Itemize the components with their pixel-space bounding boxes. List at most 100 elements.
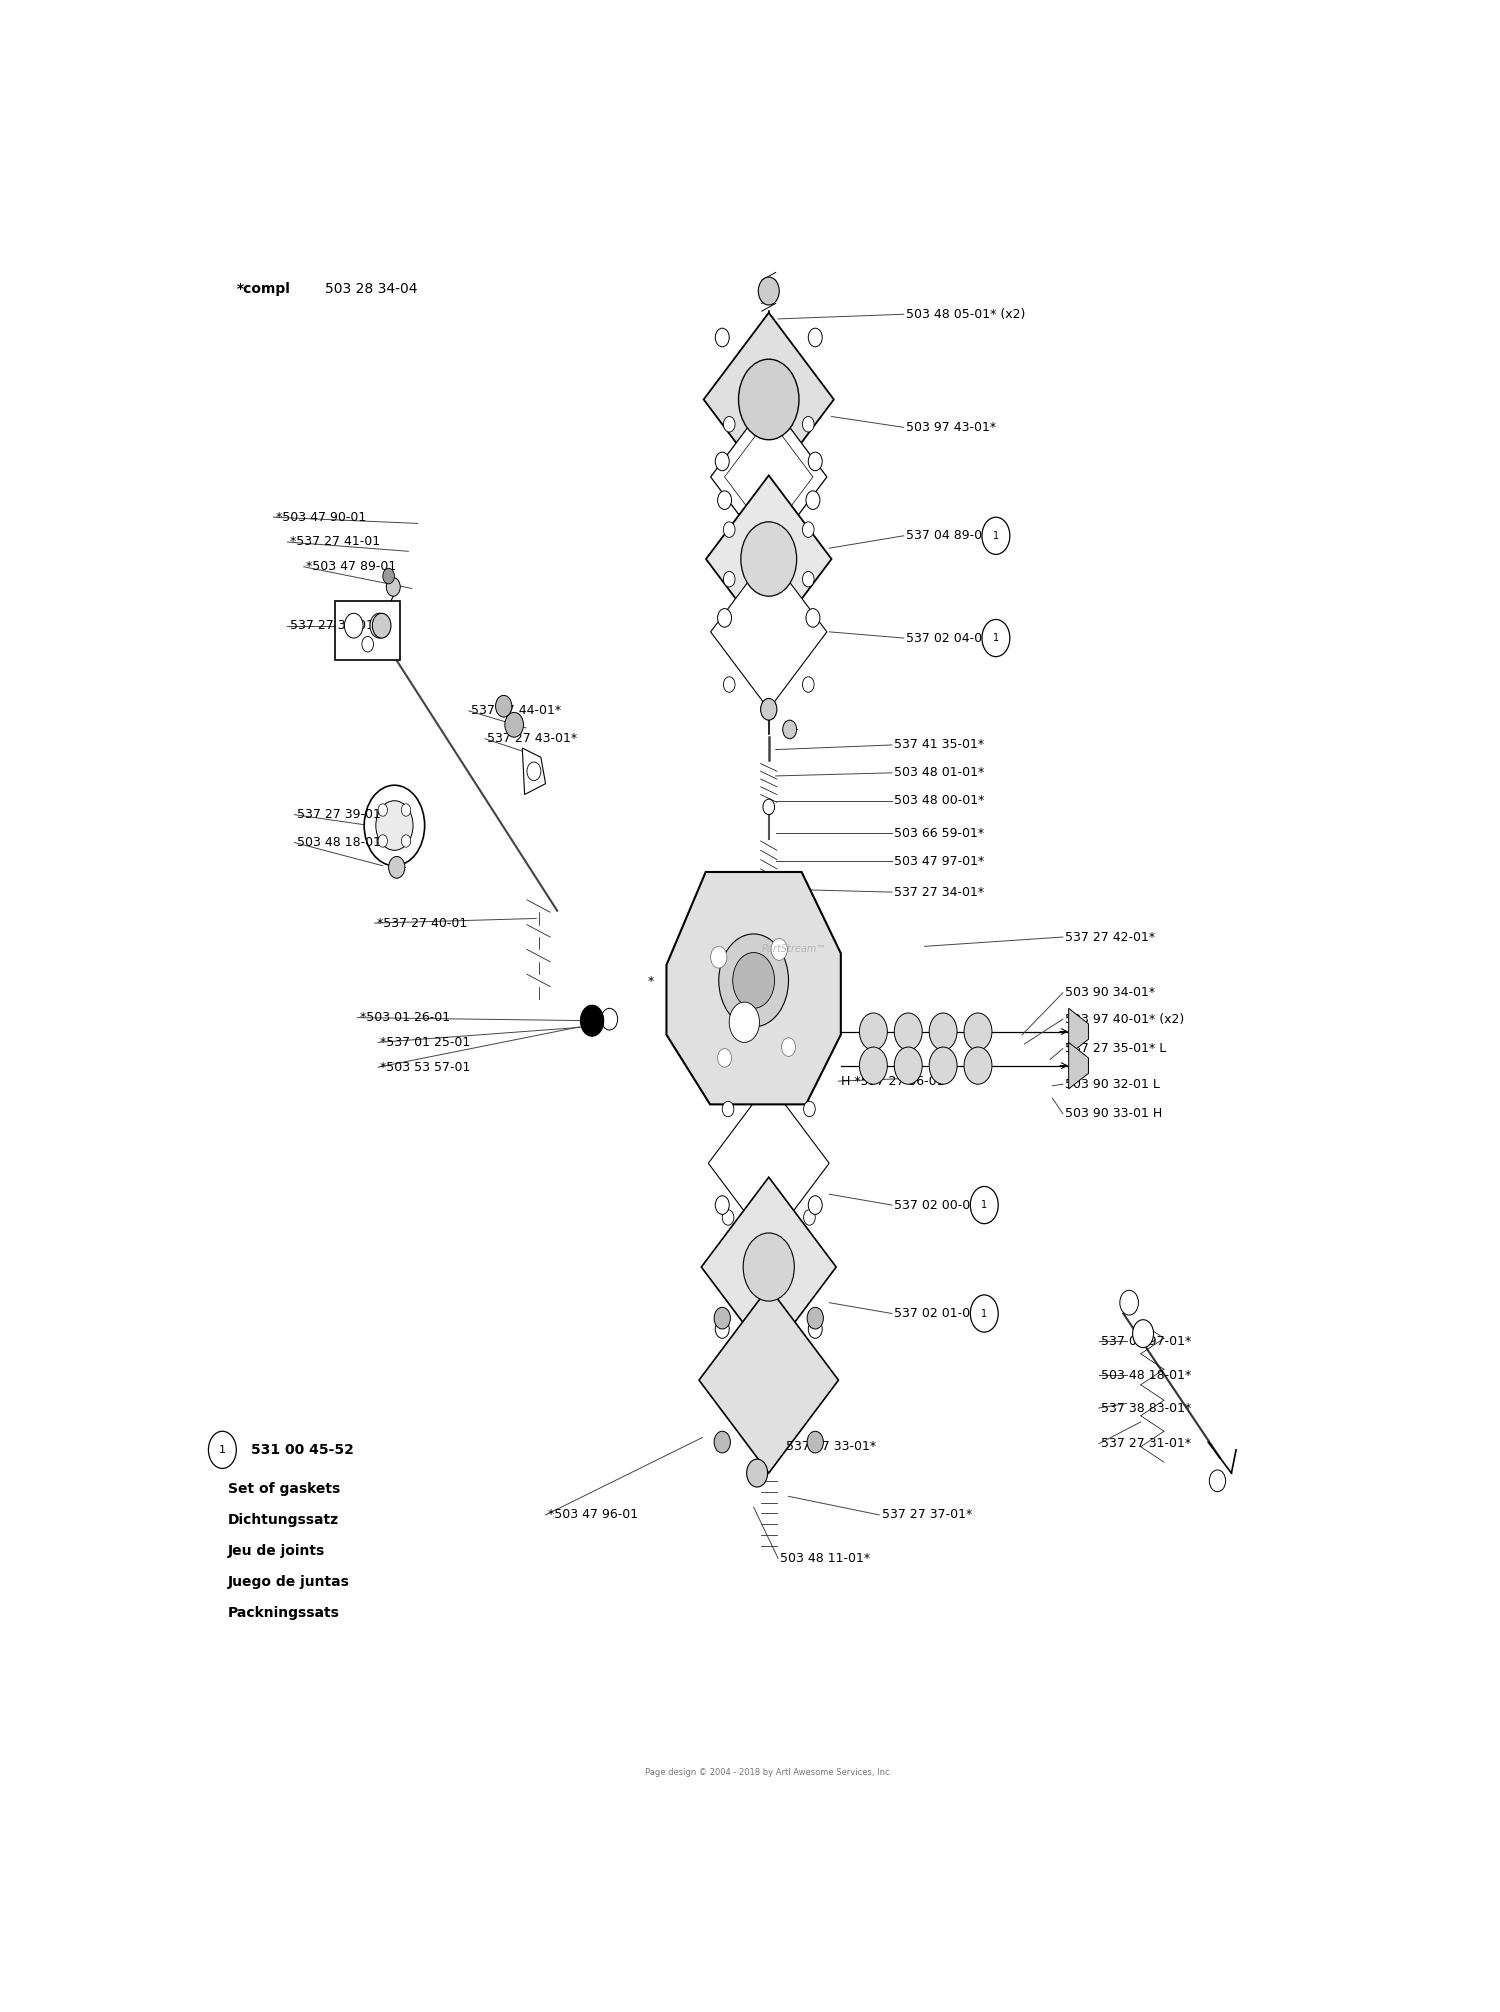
Text: 537 02 01-01*: 537 02 01-01*	[894, 1308, 984, 1320]
Polygon shape	[711, 400, 827, 555]
Polygon shape	[708, 1082, 830, 1243]
Circle shape	[970, 1187, 998, 1223]
Circle shape	[806, 608, 820, 628]
Circle shape	[717, 608, 732, 628]
Circle shape	[723, 1209, 734, 1225]
Circle shape	[711, 946, 728, 968]
Circle shape	[716, 453, 729, 471]
Text: *compl: *compl	[237, 282, 290, 296]
Text: *503 47 96-01: *503 47 96-01	[548, 1509, 638, 1521]
Text: 503 48 00-01*: 503 48 00-01*	[894, 795, 984, 807]
Bar	[334, 602, 400, 660]
Text: 503 48 18-01*: 503 48 18-01*	[1101, 1368, 1191, 1382]
Circle shape	[387, 577, 400, 596]
Circle shape	[808, 1195, 822, 1215]
Circle shape	[723, 676, 735, 692]
Circle shape	[718, 934, 789, 1026]
Circle shape	[717, 1048, 732, 1066]
Text: 503 48 18-01*: 503 48 18-01*	[297, 837, 387, 849]
Circle shape	[716, 1320, 729, 1338]
Circle shape	[714, 1308, 730, 1330]
Circle shape	[807, 1308, 824, 1330]
Circle shape	[808, 1320, 822, 1338]
Circle shape	[388, 857, 405, 877]
Circle shape	[760, 698, 777, 720]
Text: 537 27 31-01*: 537 27 31-01*	[1101, 1437, 1191, 1451]
Circle shape	[807, 1431, 824, 1453]
Text: 537 27 44-01*: 537 27 44-01*	[471, 704, 561, 718]
Text: Packningssats: Packningssats	[228, 1606, 340, 1620]
Circle shape	[804, 1101, 816, 1117]
Polygon shape	[699, 1288, 838, 1473]
Circle shape	[506, 712, 524, 736]
Text: 537 27 43-01*: 537 27 43-01*	[488, 732, 578, 744]
Circle shape	[982, 517, 1010, 555]
Text: 503 90 33-01 H: 503 90 33-01 H	[1065, 1107, 1162, 1121]
Circle shape	[764, 799, 774, 815]
Text: *503 01 26-01: *503 01 26-01	[360, 1012, 450, 1024]
Circle shape	[964, 1012, 992, 1050]
Circle shape	[370, 614, 388, 638]
Polygon shape	[1068, 1008, 1089, 1054]
Text: 537 27 38-01*: 537 27 38-01*	[290, 620, 380, 632]
Text: 503 97 43-01*: 503 97 43-01*	[906, 421, 996, 435]
Circle shape	[716, 328, 729, 346]
Text: 537 01 97-01*: 537 01 97-01*	[1101, 1334, 1191, 1348]
Circle shape	[808, 453, 822, 471]
Polygon shape	[666, 871, 842, 1105]
Text: 537 04 89-01*: 537 04 89-01*	[906, 529, 996, 543]
Polygon shape	[702, 1177, 836, 1356]
Circle shape	[717, 491, 732, 509]
Circle shape	[804, 1209, 816, 1225]
Text: *503 47 89-01: *503 47 89-01	[306, 559, 396, 573]
Text: 503 48 01-01*: 503 48 01-01*	[894, 767, 984, 779]
Text: 537 38 83-01*: 537 38 83-01*	[1101, 1402, 1191, 1414]
Circle shape	[372, 614, 392, 638]
Text: 1: 1	[981, 1308, 987, 1318]
Circle shape	[376, 801, 412, 851]
Circle shape	[783, 720, 796, 738]
Text: 503 47 97-01*: 503 47 97-01*	[894, 855, 984, 867]
Text: 1: 1	[993, 531, 999, 541]
Polygon shape	[706, 475, 831, 642]
Circle shape	[1209, 1471, 1225, 1491]
Text: 1: 1	[993, 634, 999, 644]
Text: *537 01 25-01: *537 01 25-01	[381, 1036, 471, 1048]
Polygon shape	[711, 555, 827, 710]
Circle shape	[759, 278, 778, 306]
Circle shape	[859, 1046, 888, 1084]
Text: 503 48 11-01*: 503 48 11-01*	[780, 1551, 870, 1565]
Text: 537 02 04-01*: 537 02 04-01*	[906, 632, 996, 644]
Text: 503 48 05-01* (x2): 503 48 05-01* (x2)	[906, 308, 1026, 320]
Text: Jeu de joints: Jeu de joints	[228, 1543, 326, 1557]
Circle shape	[806, 491, 820, 509]
Text: 1: 1	[981, 1199, 987, 1209]
Circle shape	[580, 1006, 603, 1036]
Circle shape	[362, 636, 374, 652]
Text: Juego de juntas: Juego de juntas	[228, 1575, 350, 1589]
Circle shape	[742, 1233, 795, 1302]
Text: *503 53 57-01: *503 53 57-01	[381, 1060, 471, 1074]
Text: *537 27 40-01: *537 27 40-01	[376, 917, 466, 930]
Circle shape	[1120, 1290, 1138, 1316]
Circle shape	[402, 835, 411, 847]
Text: *537 27 41-01: *537 27 41-01	[290, 535, 380, 549]
Text: Page design © 2004 - 2018 by Artl Awesome Services, Inc.: Page design © 2004 - 2018 by Artl Awesom…	[645, 1769, 892, 1777]
Circle shape	[723, 571, 735, 588]
Polygon shape	[1068, 1042, 1089, 1088]
Text: 503 66 59-01*: 503 66 59-01*	[894, 827, 984, 839]
Circle shape	[747, 1459, 768, 1487]
Circle shape	[802, 416, 814, 433]
Circle shape	[928, 1012, 957, 1050]
Circle shape	[723, 1101, 734, 1117]
Circle shape	[802, 571, 814, 588]
Circle shape	[1132, 1320, 1154, 1348]
Text: Dichtungssatz: Dichtungssatz	[228, 1513, 339, 1527]
Text: 537 27 35-01* L: 537 27 35-01* L	[1065, 1042, 1167, 1054]
Text: Set of gaskets: Set of gaskets	[228, 1481, 340, 1495]
Text: 537 27 33-01*: 537 27 33-01*	[786, 1441, 876, 1453]
Circle shape	[382, 567, 394, 583]
Text: 1: 1	[219, 1445, 226, 1455]
Text: PartStream™: PartStream™	[762, 944, 826, 954]
Text: 537 27 39-01*: 537 27 39-01*	[297, 809, 387, 821]
